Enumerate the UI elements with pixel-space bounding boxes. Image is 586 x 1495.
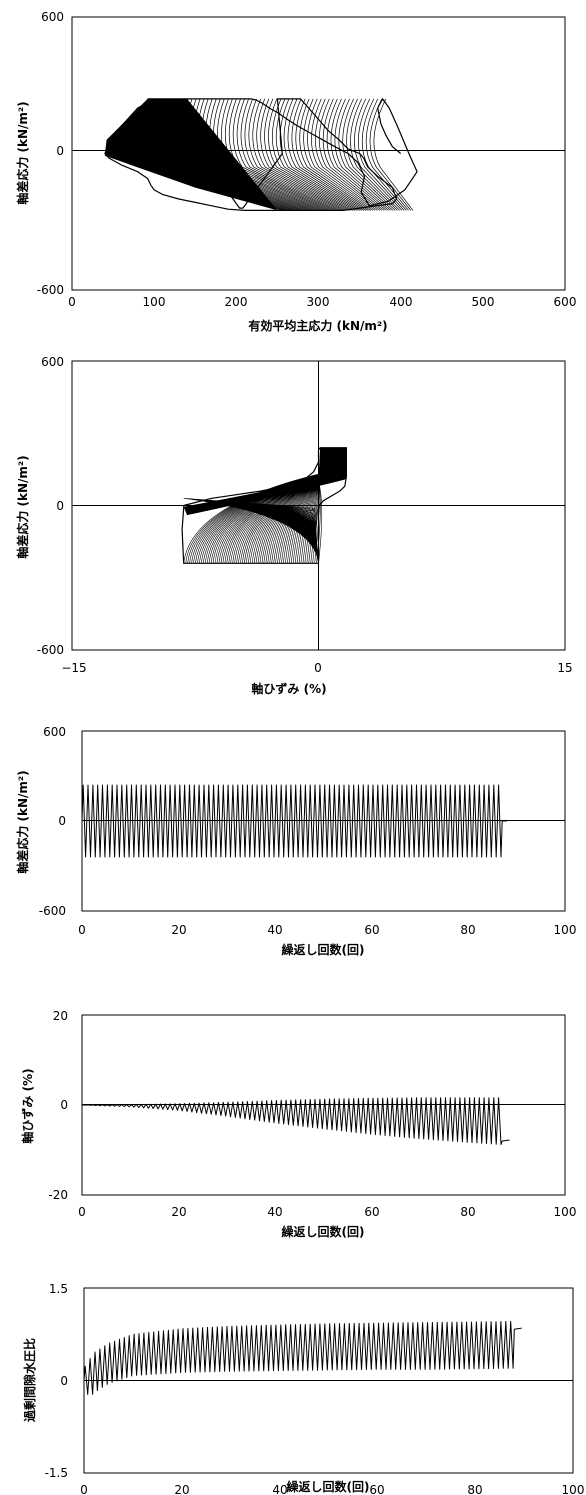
chart-5: 1.5 0 -1.5 0 20 40 60 80 100 繰返し回数(回) 過剰… bbox=[22, 1282, 584, 1495]
y-tick-4-0: 20 bbox=[53, 1009, 68, 1023]
y-axis-label-2: 軸差応力 (kN/m²) bbox=[15, 455, 30, 558]
y-axis-label-1: 軸差応力 (kN/m²) bbox=[15, 101, 30, 204]
y-axis-label-4: 軸ひずみ (%) bbox=[20, 1068, 35, 1143]
x-tick-4-1: 20 bbox=[171, 1205, 186, 1219]
x-tick-5-2: 40 bbox=[272, 1483, 287, 1495]
x-tick-4-5: 100 bbox=[554, 1205, 577, 1219]
x-tick-2-1: 0 bbox=[314, 661, 322, 675]
x-tick-1-4: 400 bbox=[390, 295, 413, 309]
x-tick-2-2: 15 bbox=[557, 661, 572, 675]
y-tick-1-1: 0 bbox=[56, 144, 64, 158]
x-tick-1-0: 0 bbox=[68, 295, 76, 309]
y-axis-label-3: 軸差応力 (kN/m²) bbox=[15, 770, 30, 873]
x-tick-4-3: 60 bbox=[364, 1205, 379, 1219]
stress-strain-series bbox=[181, 447, 347, 564]
x-tick-1-2: 200 bbox=[225, 295, 248, 309]
x-axis-label-5: 繰返し回数(回) bbox=[287, 1479, 370, 1494]
y-tick-4-2: -20 bbox=[48, 1188, 68, 1202]
x-tick-5-1: 20 bbox=[174, 1483, 189, 1495]
x-tick-4-4: 80 bbox=[460, 1205, 475, 1219]
x-tick-5-4: 80 bbox=[467, 1483, 482, 1495]
x-tick-1-5: 500 bbox=[472, 295, 495, 309]
x-axis-label-1: 有効平均主応力 (kN/m²) bbox=[248, 318, 387, 333]
y-axis-label-5: 過剰間隙水圧比 bbox=[22, 1338, 37, 1423]
x-tick-1-1: 100 bbox=[143, 295, 166, 309]
x-tick-3-5: 100 bbox=[554, 923, 577, 937]
y-tick-3-0: 600 bbox=[43, 725, 66, 739]
axial-strain-series bbox=[82, 1097, 510, 1145]
x-tick-2-0: −15 bbox=[61, 661, 86, 675]
y-tick-2-0: 600 bbox=[41, 355, 64, 369]
x-tick-3-4: 80 bbox=[460, 923, 475, 937]
x-tick-5-0: 0 bbox=[80, 1483, 88, 1495]
x-tick-5-5: 100 bbox=[562, 1483, 585, 1495]
y-tick-2-2: -600 bbox=[37, 643, 64, 657]
y-tick-3-1: 0 bbox=[58, 814, 66, 828]
x-tick-5-3: 60 bbox=[369, 1483, 384, 1495]
x-tick-3-1: 20 bbox=[171, 923, 186, 937]
pore-pressure-ratio-series bbox=[83, 1320, 522, 1395]
x-axis-label-4: 繰返し回数(回) bbox=[282, 1224, 365, 1239]
y-tick-5-2: -1.5 bbox=[45, 1466, 68, 1480]
chart-1: 600 0 -600 0 100 200 300 400 500 600 有効平… bbox=[15, 10, 576, 333]
x-tick-3-3: 60 bbox=[364, 923, 379, 937]
plot-frame-1 bbox=[71, 16, 566, 291]
y-tick-4-1: 0 bbox=[60, 1098, 68, 1112]
y-tick-5-0: 1.5 bbox=[49, 1282, 68, 1296]
y-tick-3-2: -600 bbox=[39, 904, 66, 918]
deviator-stress-series bbox=[81, 784, 507, 858]
x-tick-3-2: 40 bbox=[267, 923, 282, 937]
y-tick-1-2: -600 bbox=[37, 283, 64, 297]
chart-3: 600 0 -600 0 20 40 60 80 100 繰返し回数(回) 軸差… bbox=[15, 725, 576, 957]
y-tick-2-1: 0 bbox=[56, 499, 64, 513]
x-tick-3-0: 0 bbox=[78, 923, 86, 937]
stress-path-dense-area bbox=[104, 98, 278, 211]
x-tick-1-6: 600 bbox=[554, 295, 577, 309]
chart-2: 600 0 -600 −15 0 15 軸ひずみ (%) 軸差応力 (kN/m²… bbox=[15, 355, 573, 696]
y-tick-1-0: 600 bbox=[41, 10, 64, 24]
x-axis-label-2: 軸ひずみ (%) bbox=[251, 681, 326, 696]
x-tick-1-3: 300 bbox=[307, 295, 330, 309]
stress-strain-loops bbox=[183, 447, 346, 564]
x-tick-4-2: 40 bbox=[267, 1205, 282, 1219]
x-tick-4-0: 0 bbox=[78, 1205, 86, 1219]
y-tick-5-1: 0 bbox=[60, 1374, 68, 1388]
stress-strain-dense-band bbox=[183, 447, 347, 516]
x-axis-label-3: 繰返し回数(回) bbox=[282, 942, 365, 957]
